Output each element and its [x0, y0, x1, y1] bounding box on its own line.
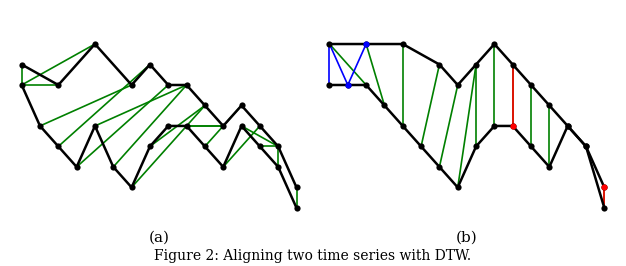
Point	[292, 185, 302, 190]
Point	[361, 83, 371, 87]
Point	[508, 124, 518, 128]
Point	[398, 42, 408, 46]
Point	[563, 124, 573, 128]
Point	[126, 83, 136, 87]
Point	[434, 63, 444, 67]
Point	[163, 83, 173, 87]
Point	[237, 124, 247, 128]
Point	[490, 124, 500, 128]
Point	[508, 63, 518, 67]
Point	[581, 144, 591, 149]
Point	[145, 63, 155, 67]
Point	[200, 103, 210, 108]
Text: (b): (b)	[456, 230, 478, 244]
Point	[292, 206, 302, 210]
Point	[126, 185, 136, 190]
Point	[343, 83, 353, 87]
Point	[90, 42, 100, 46]
Point	[108, 165, 118, 169]
Point	[35, 124, 45, 128]
Point	[90, 124, 100, 128]
Point	[324, 83, 334, 87]
Point	[324, 42, 334, 46]
Point	[416, 144, 426, 149]
Point	[490, 42, 500, 46]
Point	[200, 144, 210, 149]
Point	[599, 206, 609, 210]
Point	[471, 144, 481, 149]
Point	[53, 144, 63, 149]
Point	[163, 124, 173, 128]
Point	[599, 185, 609, 190]
Point	[182, 83, 192, 87]
Point	[145, 144, 155, 149]
Point	[526, 83, 536, 87]
Text: (a): (a)	[148, 230, 170, 244]
Point	[218, 124, 228, 128]
Point	[545, 165, 555, 169]
Point	[453, 83, 463, 87]
Point	[599, 185, 609, 190]
Point	[526, 144, 536, 149]
Point	[71, 165, 81, 169]
Point	[508, 124, 518, 128]
Point	[17, 63, 27, 67]
Point	[53, 83, 63, 87]
Point	[273, 144, 283, 149]
Point	[398, 124, 408, 128]
Point	[255, 144, 265, 149]
Point	[434, 165, 444, 169]
Point	[237, 103, 247, 108]
Point	[453, 185, 463, 190]
Point	[255, 124, 265, 128]
Point	[17, 83, 27, 87]
Point	[563, 124, 573, 128]
Point	[581, 144, 591, 149]
Point	[361, 42, 371, 46]
Point	[343, 83, 353, 87]
Point	[545, 103, 555, 108]
Point	[218, 165, 228, 169]
Point	[182, 124, 192, 128]
Text: Figure 2: Aligning two time series with DTW.: Figure 2: Aligning two time series with …	[155, 249, 471, 263]
Point	[379, 103, 389, 108]
Point	[471, 63, 481, 67]
Point	[273, 165, 283, 169]
Point	[361, 42, 371, 46]
